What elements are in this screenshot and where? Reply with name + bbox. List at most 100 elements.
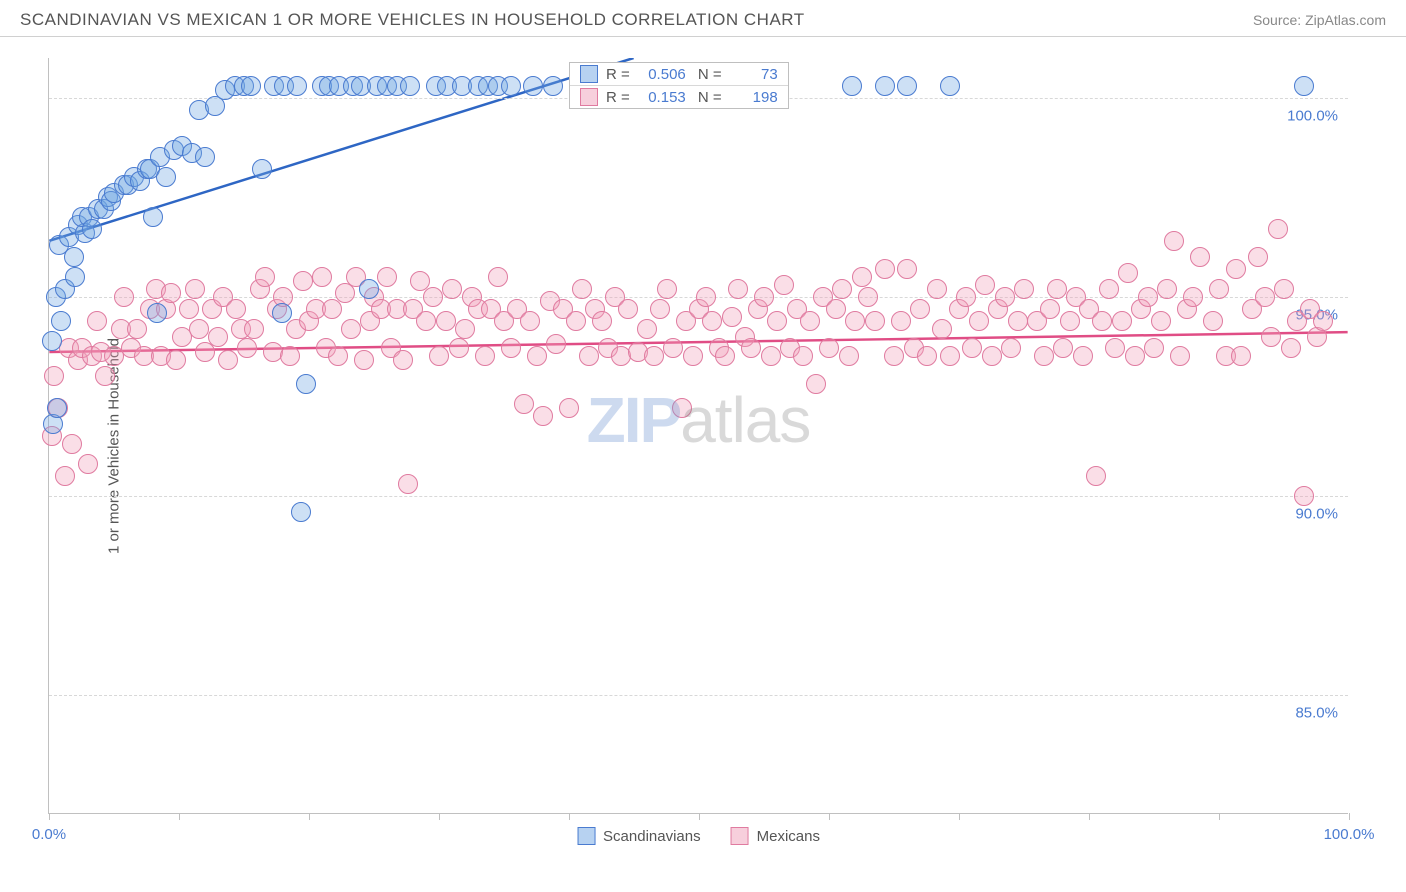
data-point-pink [1112, 311, 1132, 331]
data-point-pink [696, 287, 716, 307]
source-prefix: Source: [1253, 12, 1305, 28]
data-point-pink [932, 319, 952, 339]
swatch-scandinavians-icon [577, 827, 595, 845]
xtick [829, 813, 830, 820]
data-point-pink [1034, 346, 1054, 366]
data-point-pink [322, 299, 342, 319]
data-point-pink [1053, 338, 1073, 358]
data-point-pink [1226, 259, 1246, 279]
data-point-pink [533, 406, 553, 426]
data-point-pink [728, 279, 748, 299]
stat-n-label: N = [694, 89, 722, 106]
data-point-pink [702, 311, 722, 331]
data-point-pink [44, 366, 64, 386]
data-point-pink [910, 299, 930, 319]
data-point-pink [800, 311, 820, 331]
data-point-pink [1231, 346, 1251, 366]
stat-r-val-mex: 0.153 [638, 89, 686, 106]
data-point-blue [272, 303, 292, 323]
data-point-pink [87, 311, 107, 331]
data-point-pink [865, 311, 885, 331]
gridline-h [49, 695, 1348, 696]
chart-header: SCANDINAVIAN VS MEXICAN 1 OR MORE VEHICL… [0, 0, 1406, 37]
data-point-pink [78, 454, 98, 474]
data-point-pink [95, 366, 115, 386]
data-point-pink [637, 319, 657, 339]
data-point-pink [754, 287, 774, 307]
data-point-pink [398, 474, 418, 494]
data-point-pink [475, 346, 495, 366]
data-point-pink [1164, 231, 1184, 251]
data-point-pink [672, 398, 692, 418]
data-point-pink [858, 287, 878, 307]
data-point-pink [566, 311, 586, 331]
data-point-pink [1014, 279, 1034, 299]
data-point-pink [255, 267, 275, 287]
data-point-pink [488, 267, 508, 287]
data-point-blue [940, 76, 960, 96]
data-point-pink [1268, 219, 1288, 239]
data-point-pink [1313, 311, 1333, 331]
data-point-blue [296, 374, 316, 394]
data-point-pink [832, 279, 852, 299]
data-point-pink [683, 346, 703, 366]
data-point-blue [65, 267, 85, 287]
data-point-pink [1281, 338, 1301, 358]
data-point-pink [559, 398, 579, 418]
data-point-pink [328, 346, 348, 366]
data-point-pink [546, 334, 566, 354]
data-point-pink [875, 259, 895, 279]
xtick [1349, 813, 1350, 820]
data-point-pink [793, 346, 813, 366]
data-point-blue [195, 147, 215, 167]
data-point-pink [845, 311, 865, 331]
data-point-pink [1099, 279, 1119, 299]
data-point-blue [252, 159, 272, 179]
data-point-pink [1274, 279, 1294, 299]
watermark-zip: ZIP [587, 384, 681, 456]
data-point-pink [195, 342, 215, 362]
data-point-pink [189, 319, 209, 339]
data-point-pink [393, 350, 413, 370]
xtick [439, 813, 440, 820]
gridline-h [49, 496, 1348, 497]
data-point-blue [82, 219, 102, 239]
data-point-pink [179, 299, 199, 319]
data-point-pink [1294, 486, 1314, 506]
data-point-pink [377, 267, 397, 287]
source-name: ZipAtlas.com [1305, 12, 1386, 28]
data-point-pink [962, 338, 982, 358]
data-point-pink [280, 346, 300, 366]
stat-r-label: R = [606, 89, 630, 106]
stat-n-label: N = [694, 66, 722, 83]
data-point-blue [501, 76, 521, 96]
data-point-pink [442, 279, 462, 299]
xtick [49, 813, 50, 820]
data-point-pink [1190, 247, 1210, 267]
data-point-pink [436, 311, 456, 331]
data-point-pink [663, 338, 683, 358]
data-point-pink [55, 466, 75, 486]
data-point-blue [47, 398, 67, 418]
data-point-pink [767, 311, 787, 331]
xtick [959, 813, 960, 820]
data-point-pink [244, 319, 264, 339]
data-point-blue [51, 311, 71, 331]
data-point-pink [839, 346, 859, 366]
stat-r-label: R = [606, 66, 630, 83]
data-point-pink [644, 346, 664, 366]
data-point-pink [1138, 287, 1158, 307]
xtick-label: 100.0% [1324, 826, 1375, 843]
watermark: ZIPatlas [587, 383, 811, 457]
chart-title: SCANDINAVIAN VS MEXICAN 1 OR MORE VEHICL… [20, 10, 805, 30]
data-point-pink [1170, 346, 1190, 366]
data-point-blue [400, 76, 420, 96]
data-point-pink [1040, 299, 1060, 319]
data-point-pink [722, 307, 742, 327]
swatch-mexicans-icon [580, 88, 598, 106]
data-point-pink [226, 299, 246, 319]
data-point-blue [875, 76, 895, 96]
data-point-pink [455, 319, 475, 339]
swatch-scandinavians-icon [580, 65, 598, 83]
data-point-blue [241, 76, 261, 96]
